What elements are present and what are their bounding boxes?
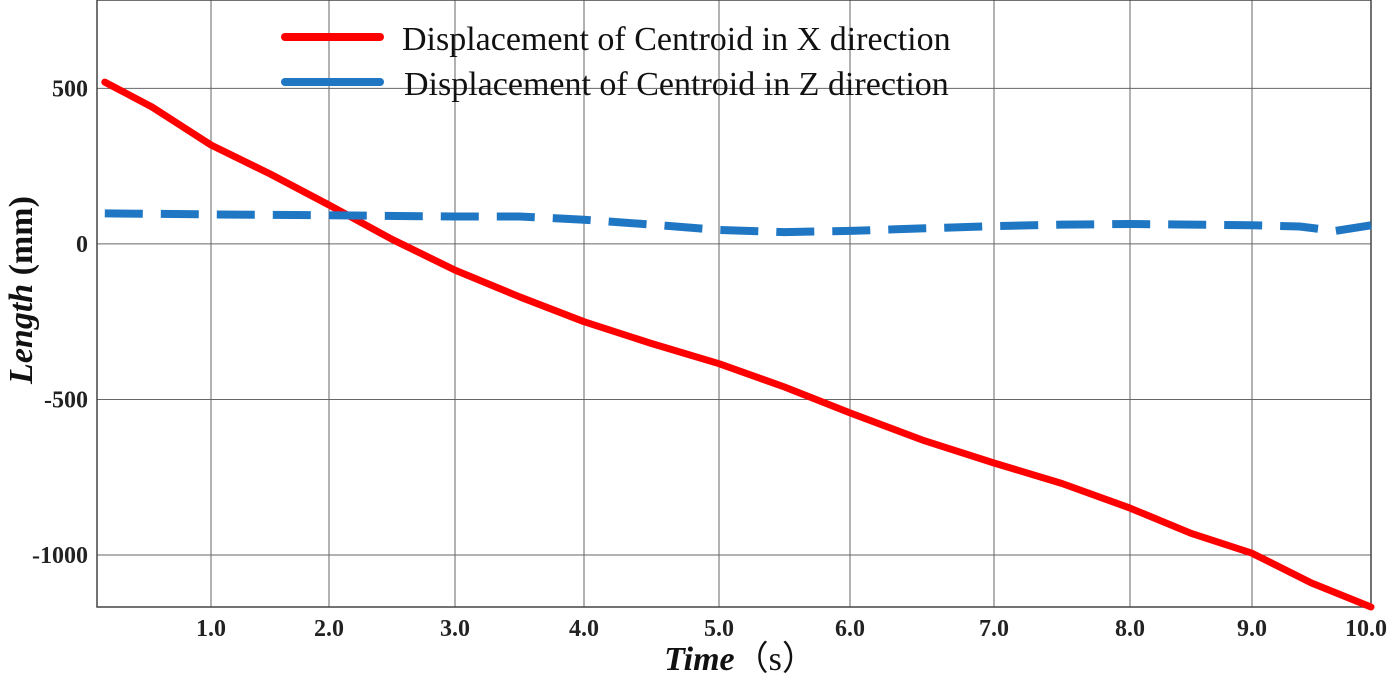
- x-tick-label: 1.0: [196, 616, 226, 642]
- y-tick-label: 0: [76, 232, 88, 258]
- legend-label-x: Displacement of Centroid in X direction: [402, 21, 951, 58]
- y-tick-label: -1000: [32, 543, 88, 569]
- x-axis-label: Time（s）: [664, 640, 816, 676]
- x-tick-label: 8.0: [1115, 616, 1145, 642]
- grid: [97, 0, 1372, 607]
- x-tick-labels: 1.0 2.0 3.0 4.0 5.0 6.0 7.0 8.0 9.0 10.0: [196, 616, 1387, 642]
- y-axis-label: Length (mm): [3, 196, 40, 385]
- legend: Displacement of Centroid in X direction …: [281, 21, 951, 103]
- legend-label-z: Displacement of Centroid in Z direction: [404, 66, 949, 103]
- x-tick-label: 3.0: [440, 616, 470, 642]
- x-tick-label: 5.0: [704, 616, 734, 642]
- y-tick-label: 500: [52, 76, 88, 102]
- x-tick-label: 7.0: [979, 616, 1009, 642]
- x-tick-label: 2.0: [314, 616, 344, 642]
- series-x-displacement-line: [101, 78, 1375, 611]
- x-tick-label: 10.0: [1345, 616, 1387, 642]
- plot-frame: [96, 0, 1372, 608]
- x-tick-label: 4.0: [569, 616, 599, 642]
- y-tick-labels: 500 0 -500 -1000: [32, 76, 88, 569]
- series-z-displacement-line: [104, 209, 1372, 237]
- x-tick-label: 6.0: [835, 616, 865, 642]
- series-layer: [101, 78, 1375, 611]
- y-tick-label: -500: [44, 387, 88, 413]
- x-tick-label: 9.0: [1237, 616, 1267, 642]
